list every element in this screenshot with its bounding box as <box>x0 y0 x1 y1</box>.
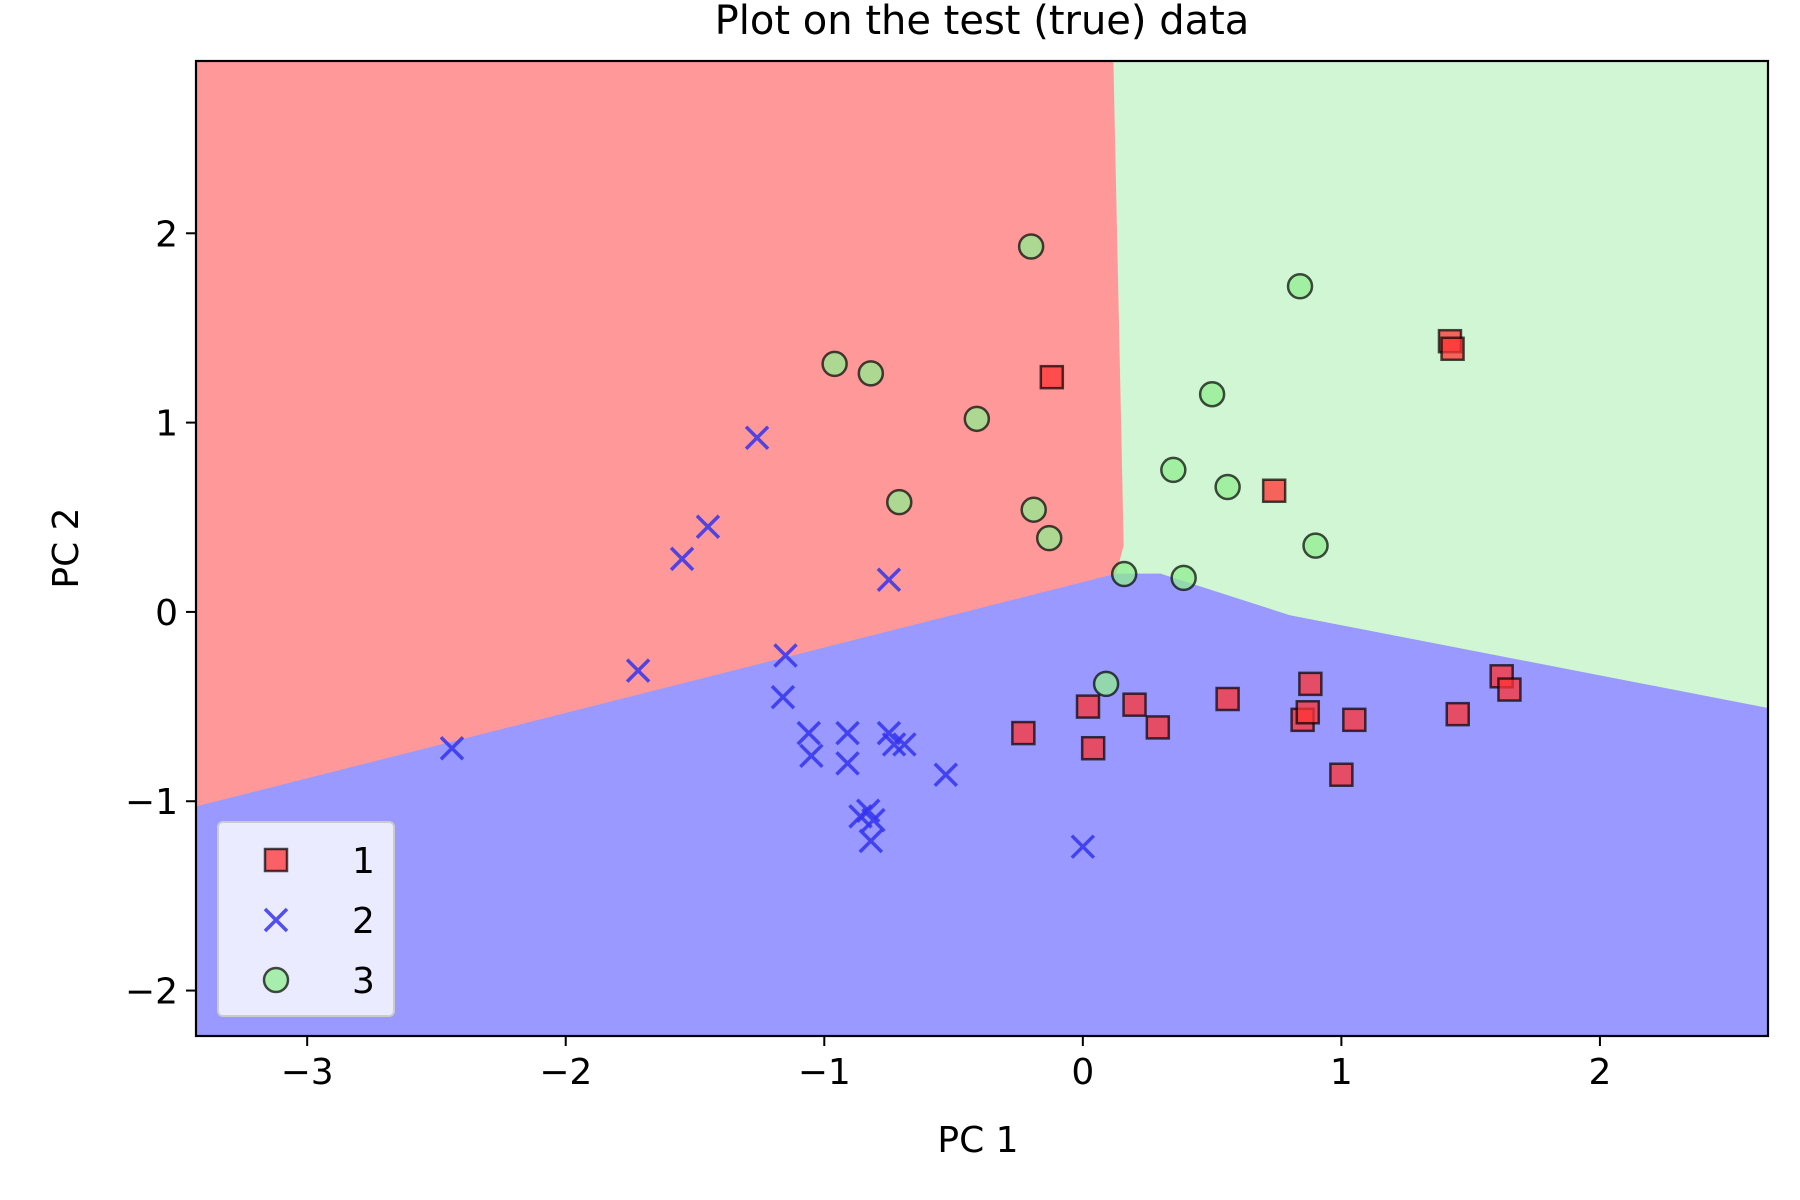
data-point-class-1 <box>1039 364 1065 390</box>
data-point-class-1 <box>1295 700 1321 725</box>
data-point-class-1 <box>1075 694 1101 719</box>
data-point-class-1 <box>1440 336 1465 362</box>
data-point-class-3 <box>963 405 991 433</box>
data-point-class-1 <box>1329 762 1354 787</box>
data-point-class-3 <box>821 350 848 378</box>
data-point-class-1 <box>1145 715 1171 740</box>
data-point-class-2 <box>861 807 886 833</box>
x-tick-label: 1 <box>1330 1052 1353 1093</box>
x-tick-label: −2 <box>539 1052 592 1093</box>
data-point-class-3 <box>1092 670 1120 698</box>
data-point-class-1 <box>1445 701 1470 727</box>
data-point-class-3 <box>1020 496 1047 523</box>
y-axis-ticks: −2 −1 0 1 2 <box>125 214 196 1013</box>
x-tick-label: 0 <box>1071 1052 1094 1093</box>
data-point-class-3 <box>1198 380 1226 408</box>
data-point-class-2 <box>876 567 902 592</box>
data-point-class-1 <box>1080 735 1106 761</box>
legend-marker-3 <box>262 966 290 994</box>
legend-marker-2 <box>263 907 289 933</box>
data-point-class-3 <box>1110 560 1138 588</box>
x-tick-label: 2 <box>1588 1052 1611 1093</box>
plot-frame <box>194 59 1770 1038</box>
x-tick-label: −1 <box>798 1052 851 1093</box>
legend: 1 2 3 <box>217 821 395 1017</box>
legend-box <box>217 821 395 1017</box>
y-tick-label: 1 <box>155 404 178 445</box>
x-tick-label: −3 <box>281 1052 334 1093</box>
x-axis-label: PC 1 <box>937 1120 1018 1161</box>
legend-label-3: 3 <box>352 961 375 1002</box>
data-point-class-2 <box>892 732 917 757</box>
data-point-class-2 <box>835 720 860 746</box>
data-point-class-2 <box>770 684 796 710</box>
data-point-class-1 <box>1122 692 1147 717</box>
data-point-class-1 <box>1298 671 1323 697</box>
y-tick-label: 0 <box>155 593 178 634</box>
data-points <box>439 233 1522 859</box>
decision-regions <box>196 61 1768 1036</box>
data-point-class-3 <box>1286 273 1314 300</box>
data-point-class-3 <box>1160 456 1187 484</box>
data-point-class-2 <box>625 658 651 683</box>
legend-marker-1 <box>263 847 289 873</box>
data-point-class-3 <box>1170 564 1197 592</box>
data-point-class-2 <box>744 425 770 450</box>
data-point-class-1 <box>1011 720 1036 746</box>
data-point-class-1 <box>1497 677 1522 702</box>
data-point-class-3 <box>1017 233 1045 260</box>
data-point-class-1 <box>1215 686 1240 712</box>
x-axis-ticks: −3 −2 −1 0 1 2 <box>281 1036 1611 1093</box>
data-point-class-2 <box>796 720 822 746</box>
data-point-class-2 <box>773 643 798 668</box>
data-point-class-2 <box>858 828 884 854</box>
data-point-class-2 <box>439 735 465 761</box>
legend-label-2: 2 <box>352 901 375 942</box>
data-point-class-1 <box>1342 707 1367 733</box>
data-point-class-2 <box>933 762 959 787</box>
data-point-class-3 <box>1302 532 1329 559</box>
chart-title: Plot on the test (true) data <box>715 0 1250 44</box>
data-point-class-3 <box>1035 524 1063 552</box>
data-point-class-3 <box>857 360 885 387</box>
y-tick-label: −2 <box>125 972 178 1013</box>
data-point-class-2 <box>1070 834 1096 859</box>
legend-label-1: 1 <box>352 841 375 882</box>
data-point-class-2 <box>835 751 860 776</box>
data-point-class-3 <box>886 488 913 516</box>
data-point-class-2 <box>669 546 695 572</box>
y-tick-label: 2 <box>155 214 178 255</box>
data-point-class-2 <box>695 514 721 539</box>
data-point-class-2 <box>799 743 824 769</box>
y-axis-label: PC 2 <box>46 507 87 588</box>
data-point-class-1 <box>1261 478 1287 504</box>
y-tick-label: −1 <box>125 782 178 823</box>
data-point-class-3 <box>1214 473 1241 501</box>
data-point-class-2 <box>881 732 907 757</box>
